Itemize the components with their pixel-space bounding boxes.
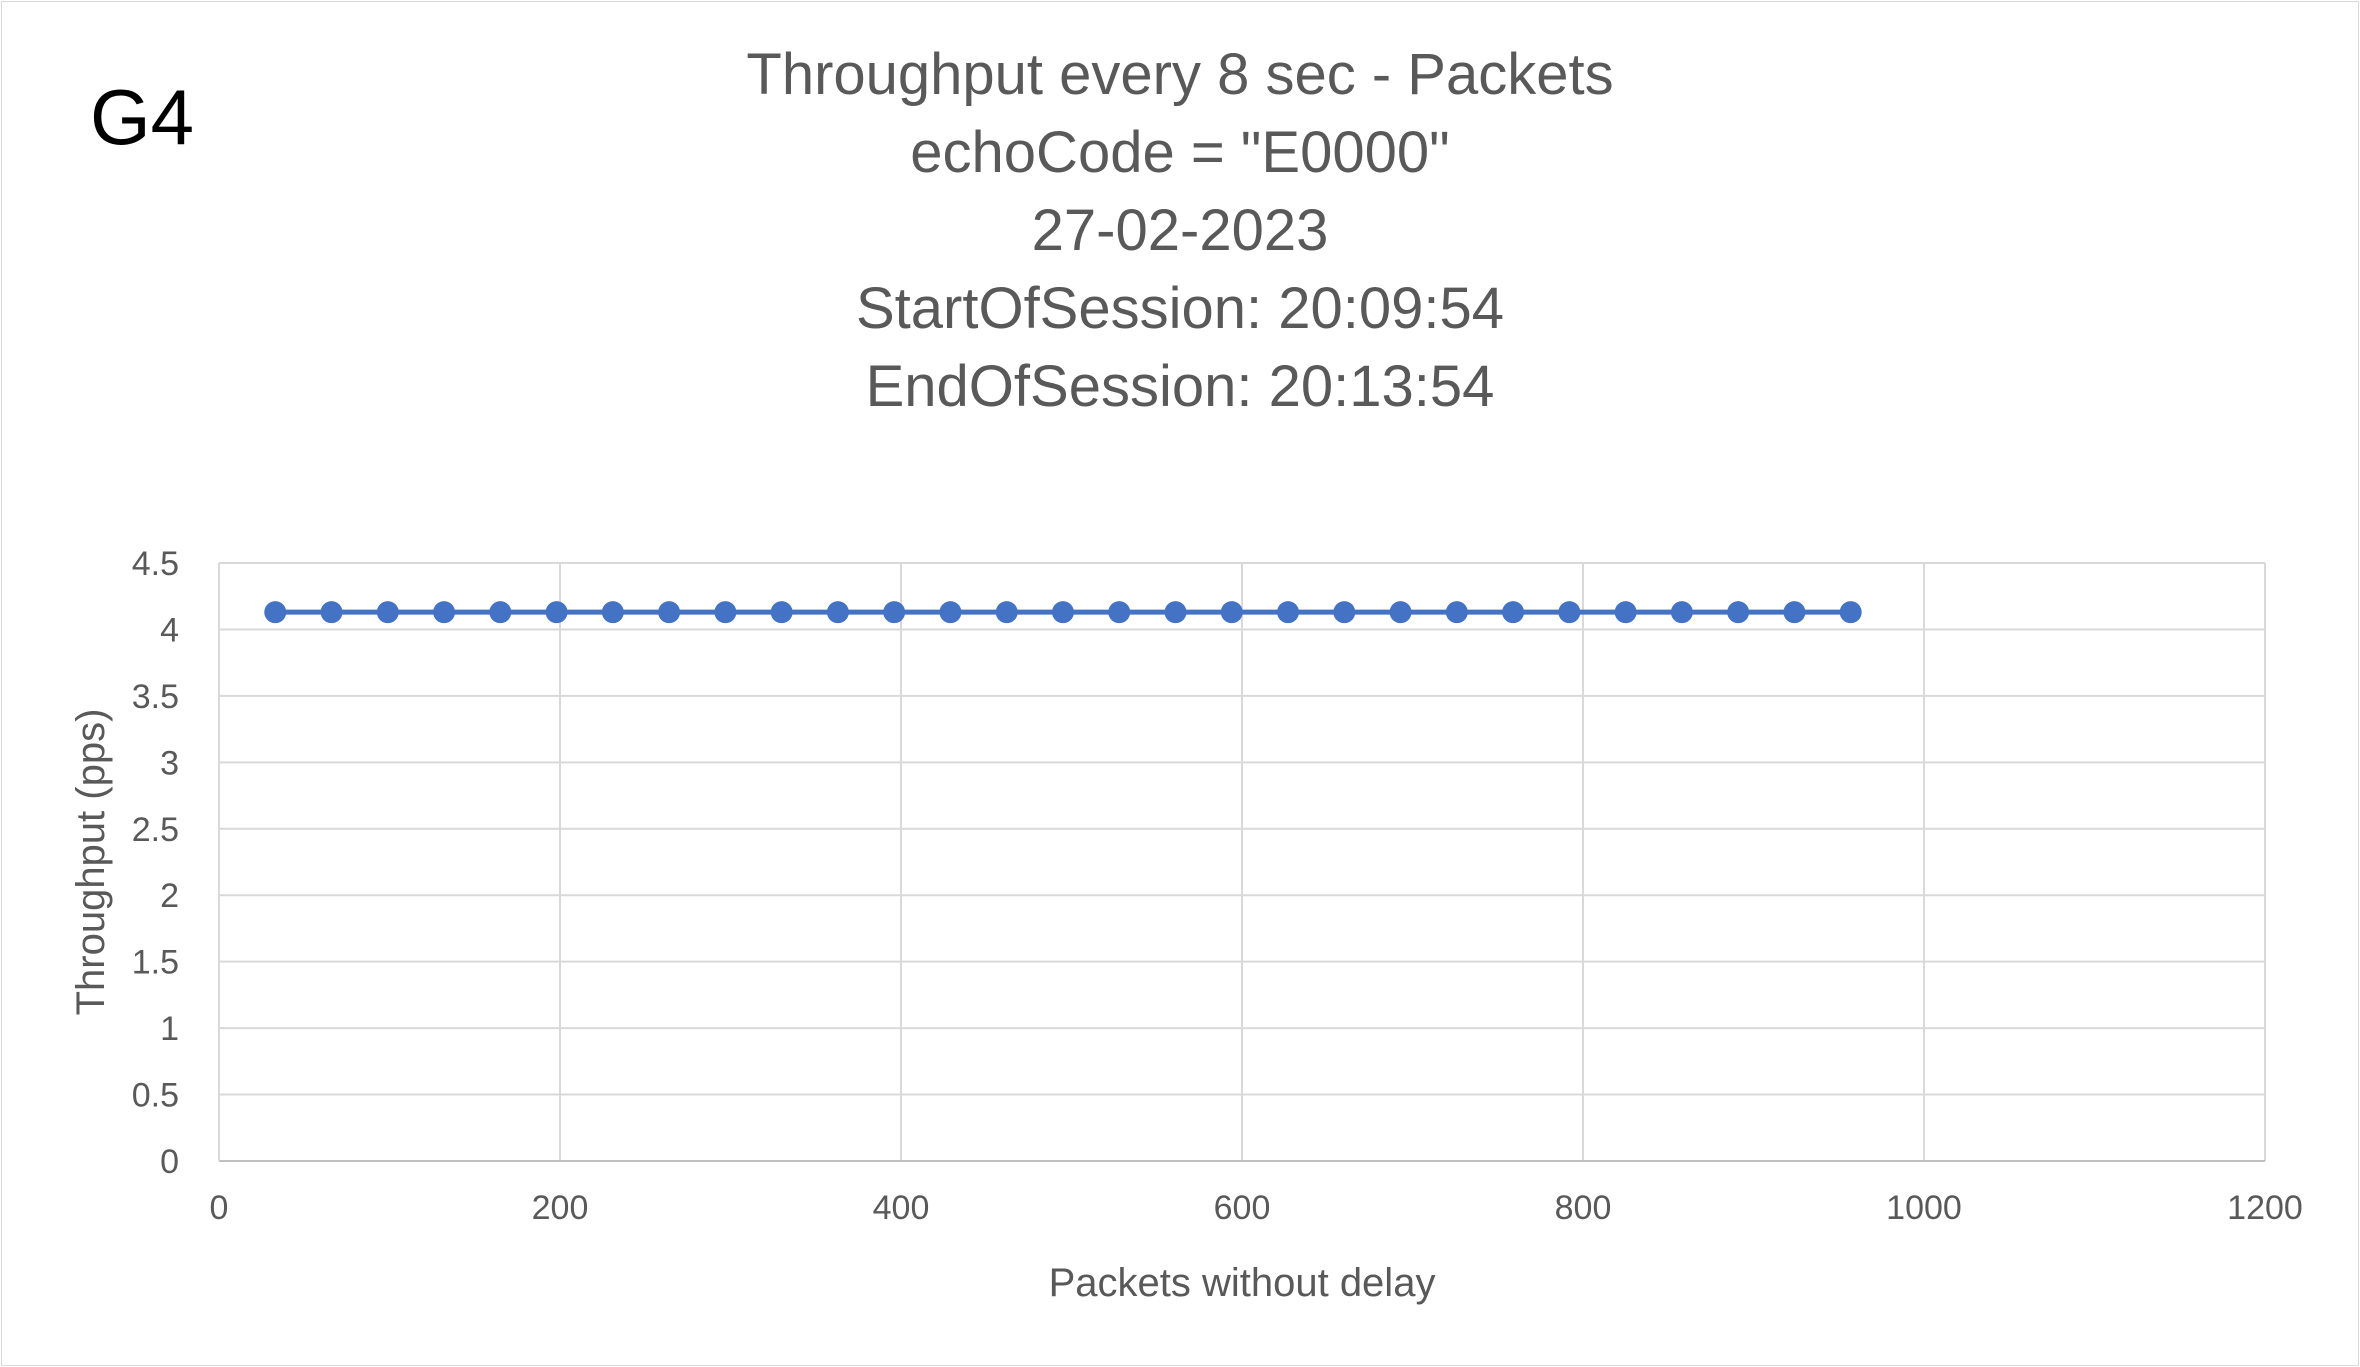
title-line-5: EndOfSession: 20:13:54 (865, 354, 1495, 419)
data-point (1502, 601, 1525, 624)
y-axis-title: Throughput (pps) (69, 709, 113, 1016)
data-point (714, 601, 737, 624)
gridlines (219, 562, 2266, 1161)
data-point (1558, 601, 1581, 624)
data-point (489, 601, 512, 624)
y-tick-label: 3.5 (132, 678, 179, 716)
data-point (1445, 601, 1468, 624)
data-point (770, 601, 793, 624)
x-tick-label: 600 (1214, 1189, 1271, 1227)
axes (218, 563, 2265, 1162)
y-tick-label: 2.5 (132, 811, 179, 849)
panel-label: G4 (90, 73, 195, 161)
data-point (658, 601, 681, 624)
title-line-2: echoCode = "E0000" (910, 120, 1450, 185)
data-point (1220, 601, 1243, 624)
title-line-4: StartOfSession: 20:09:54 (855, 276, 1505, 341)
x-tick-label: 400 (873, 1189, 930, 1227)
data-point (1389, 601, 1412, 624)
data-point (264, 601, 287, 624)
y-tick-label: 4 (160, 611, 179, 649)
data-point (1277, 601, 1300, 624)
y-tick-label: 3 (160, 744, 179, 782)
data-point (883, 601, 906, 624)
y-tick-label: 4.5 (132, 545, 179, 583)
data-point (376, 601, 399, 624)
data-point (545, 601, 568, 624)
y-tick-label: 1.5 (132, 944, 179, 982)
data-point (995, 601, 1018, 624)
data-point (1783, 601, 1806, 624)
data-point (826, 601, 849, 624)
data-point (320, 601, 343, 624)
data-point (1670, 601, 1693, 624)
x-tick-label: 1200 (2227, 1189, 2303, 1227)
y-tick-label: 2 (160, 877, 179, 915)
data-point (1051, 601, 1074, 624)
data-point (1614, 601, 1637, 624)
data-point (433, 601, 456, 624)
x-tick-label: 0 (210, 1189, 229, 1227)
y-tick-label: 0.5 (132, 1077, 179, 1115)
title-line-3: 27-02-2023 (1031, 198, 1329, 263)
y-tick-label: 0 (160, 1143, 179, 1181)
chart-title: Throughput every 8 sec - Packets echoCod… (0, 36, 2360, 426)
x-tick-label: 800 (1555, 1189, 1612, 1227)
data-point (1333, 601, 1356, 624)
title-line-1: Throughput every 8 sec - Packets (746, 42, 1614, 107)
y-tick-label: 1 (160, 1010, 179, 1048)
series (264, 601, 1862, 624)
data-point (601, 601, 624, 624)
data-point (1164, 601, 1187, 624)
data-point (1727, 601, 1750, 624)
x-tick-label: 1000 (1886, 1189, 1962, 1227)
x-tick-label: 200 (532, 1189, 589, 1227)
data-point (1839, 601, 1862, 624)
tick-labels: 0 0.5 1 1.5 2 2.5 3 3.5 4 4.5 0 200 400 600 800 1000 120… (132, 545, 2303, 1227)
data-point (1108, 601, 1131, 624)
x-axis-title: Packets without delay (1049, 1261, 1436, 1305)
data-point (939, 601, 962, 624)
